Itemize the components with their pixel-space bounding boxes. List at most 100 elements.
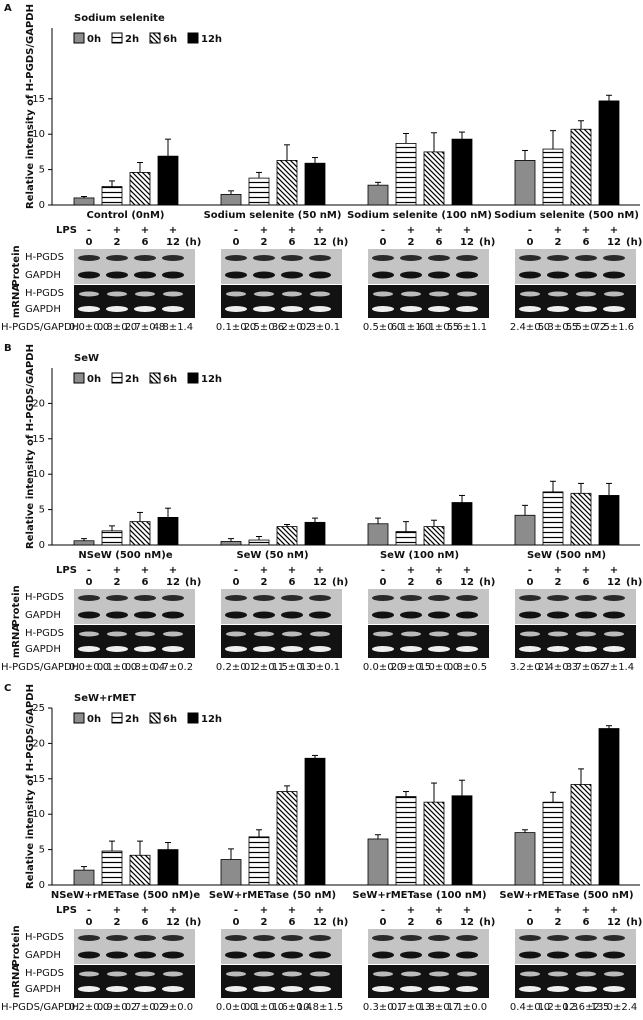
ratio-label: H-PGDS/GAPDH bbox=[1, 322, 79, 333]
protein-band bbox=[281, 935, 303, 941]
y-tick-label: 5 bbox=[39, 505, 45, 516]
bar bbox=[395, 796, 417, 886]
time-label: 2 bbox=[261, 917, 268, 928]
lps-sign: - bbox=[381, 905, 385, 916]
lps-sign: + bbox=[260, 225, 268, 236]
mrna-band bbox=[281, 646, 303, 652]
bar bbox=[367, 523, 389, 546]
mrna-band bbox=[400, 306, 422, 312]
band-label: H-PGDS bbox=[25, 628, 64, 639]
mrna-band bbox=[79, 631, 99, 637]
mrna-band bbox=[309, 306, 331, 312]
y-tick-label: 20 bbox=[32, 398, 45, 409]
protein-band bbox=[309, 935, 331, 941]
protein-band bbox=[519, 951, 541, 959]
mrna-band bbox=[309, 646, 331, 652]
mrna-band bbox=[456, 646, 478, 652]
legend-swatch bbox=[187, 32, 199, 44]
protein-band bbox=[400, 595, 422, 601]
lps-sign: + bbox=[554, 905, 562, 916]
lps-sign: + bbox=[463, 565, 471, 576]
error-bar bbox=[550, 791, 556, 803]
time-label: 12 bbox=[313, 917, 327, 928]
mrna-band bbox=[603, 646, 625, 652]
protein-band bbox=[78, 271, 100, 279]
mrna-band bbox=[107, 291, 127, 297]
error-bar bbox=[606, 94, 612, 101]
error-bar bbox=[228, 190, 234, 195]
time-label: 6 bbox=[436, 577, 443, 588]
mrna-band bbox=[401, 291, 421, 297]
lps-sign: + bbox=[407, 225, 415, 236]
protein-band bbox=[225, 255, 247, 261]
time-label: 12 bbox=[313, 577, 327, 588]
ratio-value: 12.6±2.5 bbox=[563, 1002, 610, 1013]
protein-band bbox=[162, 935, 184, 941]
legend-label: 6h bbox=[163, 374, 177, 385]
y-tick-label: 10 bbox=[32, 469, 45, 480]
bar bbox=[451, 795, 473, 886]
bar bbox=[304, 521, 326, 546]
lps-sign: + bbox=[582, 565, 590, 576]
protein-band bbox=[162, 595, 184, 601]
row-label: mRNA bbox=[11, 964, 22, 998]
protein-band bbox=[575, 935, 597, 941]
ratio-value: 0.2±0.0 bbox=[69, 1002, 109, 1013]
mrna-band bbox=[576, 631, 596, 637]
mrna-band bbox=[78, 646, 100, 652]
legend-label: 6h bbox=[163, 34, 177, 45]
band-label: H-PGDS bbox=[25, 592, 64, 603]
time-label: 0 bbox=[380, 577, 387, 588]
mrna-band bbox=[428, 986, 450, 992]
protein-band bbox=[603, 595, 625, 601]
x-tick-label: SeW (50 nM) bbox=[236, 550, 308, 561]
protein-band bbox=[106, 255, 128, 261]
ratio-value: 5.6±1.1 bbox=[447, 322, 487, 333]
error-bar bbox=[522, 829, 528, 833]
protein-band bbox=[309, 611, 331, 619]
row-label: Protein bbox=[11, 585, 22, 626]
mrna-band bbox=[282, 971, 302, 977]
legend-swatch bbox=[73, 712, 85, 724]
protein-band bbox=[575, 951, 597, 959]
protein-band bbox=[134, 595, 156, 601]
ratio-value: 0.5±0.0 bbox=[363, 322, 403, 333]
ratio-value: 1.5±0.3 bbox=[272, 662, 312, 673]
mrna-band bbox=[372, 986, 394, 992]
bar bbox=[101, 530, 123, 546]
mrna-band bbox=[254, 971, 274, 977]
lps-sign: + bbox=[435, 225, 443, 236]
bar bbox=[220, 193, 242, 206]
protein-band bbox=[519, 611, 541, 619]
mrna-band bbox=[78, 986, 100, 992]
error-bar bbox=[284, 785, 290, 792]
error-bar bbox=[431, 782, 437, 803]
time-label: 0 bbox=[233, 237, 240, 248]
lps-sign: - bbox=[87, 225, 91, 236]
lps-sign: - bbox=[234, 905, 238, 916]
ratio-value: 1.0±0.0 bbox=[419, 662, 459, 673]
mrna-band bbox=[254, 291, 274, 297]
legend-swatch bbox=[187, 712, 199, 724]
bar bbox=[129, 521, 151, 546]
ratio-value: 0.8±0.5 bbox=[447, 662, 487, 673]
protein-band bbox=[162, 951, 184, 959]
protein-band bbox=[372, 951, 394, 959]
bar bbox=[157, 849, 179, 886]
time-label: 0 bbox=[233, 917, 240, 928]
time-label: 6 bbox=[436, 237, 443, 248]
bar bbox=[220, 541, 242, 546]
band-label: GAPDH bbox=[25, 950, 61, 961]
protein-band bbox=[400, 935, 422, 941]
ratio-value: 5.5±0.2 bbox=[566, 322, 606, 333]
time-label: 0 bbox=[527, 917, 534, 928]
protein-band bbox=[281, 951, 303, 959]
bar bbox=[367, 184, 389, 206]
mrna-band bbox=[400, 646, 422, 652]
mrna-band bbox=[107, 971, 127, 977]
protein-band bbox=[575, 595, 597, 601]
protein-band bbox=[253, 951, 275, 959]
protein-band bbox=[106, 271, 128, 279]
protein-band bbox=[547, 951, 569, 959]
error-bar bbox=[137, 840, 143, 856]
